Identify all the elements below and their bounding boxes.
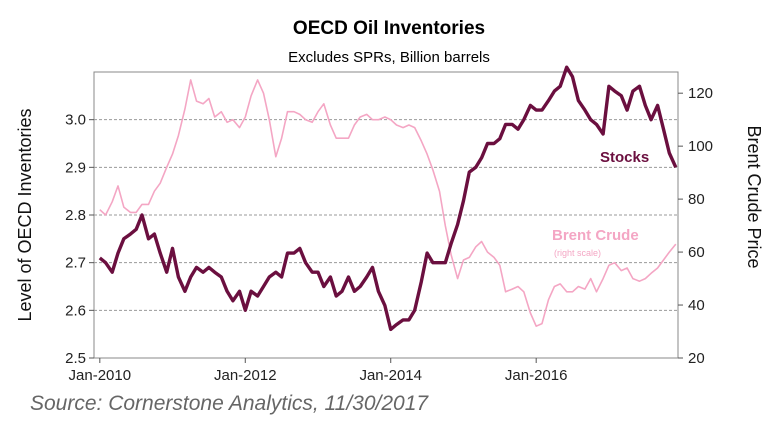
y2-tick-label: 120 — [688, 85, 713, 102]
y-tick-label: 3.0 — [65, 112, 86, 129]
x-tick-label: Jan-2010 — [69, 367, 132, 384]
y2-tick-label: 100 — [688, 138, 713, 155]
left-axis-ticks: 2.5 2.6 2.7 2.8 2.9 3.0 — [65, 112, 94, 367]
y2-tick-label: 60 — [688, 244, 705, 261]
y-tick-label: 2.5 — [65, 350, 86, 367]
y2-tick-label: 80 — [688, 191, 705, 208]
gridlines — [94, 119, 678, 311]
x-tick-label: Jan-2016 — [505, 367, 568, 384]
right-axis-label: Brent Crude Price — [744, 125, 764, 268]
stocks-annotation: Stocks — [600, 149, 649, 166]
brent-crude-line — [99, 79, 677, 328]
brent-scale-note: (right scale) — [554, 248, 601, 258]
y2-tick-label: 40 — [688, 297, 705, 314]
x-tick-label: Jan-2014 — [359, 367, 422, 384]
right-axis-ticks: 20 40 60 80 100 120 — [678, 85, 713, 367]
y-tick-label: 2.9 — [65, 159, 86, 176]
chart-title: OECD Oil Inventories — [293, 18, 485, 39]
stocks-line — [98, 65, 678, 332]
y-tick-label: 2.7 — [65, 255, 86, 272]
series-lines — [98, 65, 678, 332]
source-note: Source: Cornerstone Analytics, 11/30/201… — [30, 392, 429, 415]
x-axis-ticks: Jan-2010 Jan-2012 Jan-2014 Jan-2016 — [69, 358, 568, 384]
x-tick-label: Jan-2012 — [214, 367, 277, 384]
y-tick-label: 2.8 — [65, 207, 86, 224]
y2-tick-label: 20 — [688, 350, 705, 367]
chart-subtitle: Excludes SPRs, Billion barrels — [288, 49, 490, 66]
y-tick-label: 2.6 — [65, 302, 86, 319]
brent-annotation: Brent Crude — [552, 227, 639, 244]
left-axis-label: Level of OECD Inventories — [15, 108, 35, 321]
